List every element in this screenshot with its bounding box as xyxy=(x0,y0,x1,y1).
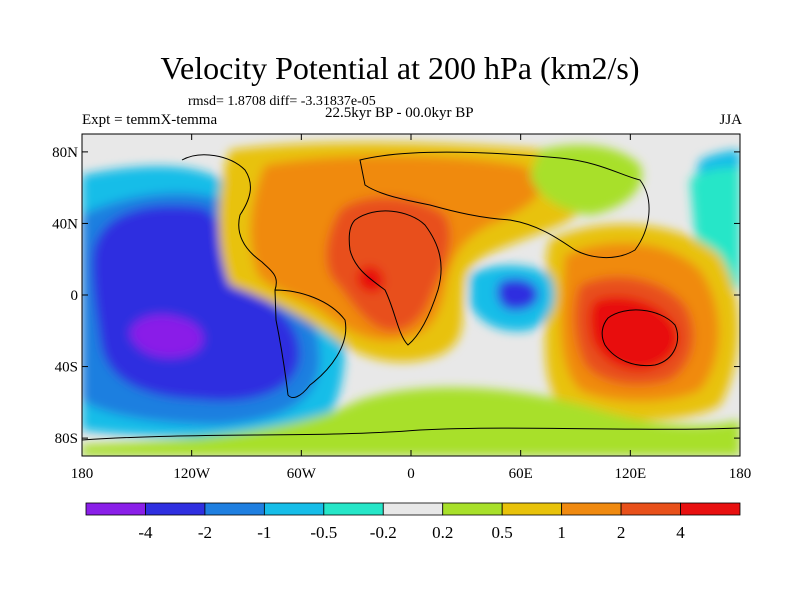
contour-field xyxy=(82,134,740,456)
colorbar-label: 0.2 xyxy=(432,523,453,542)
contour-pos-max-indopacific xyxy=(589,296,679,371)
longitude-axis: 180 120W 60W 0 60E 120E 180 xyxy=(71,134,752,482)
lat-tick-label: 80N xyxy=(52,145,78,161)
contour-neg-4 xyxy=(130,314,204,358)
colorbar-label: -1 xyxy=(257,523,271,542)
colorbar-swatch xyxy=(85,502,146,516)
africa-coast xyxy=(348,210,442,346)
eurasia-coast xyxy=(359,151,650,259)
lon-tick-label: 120W xyxy=(173,466,211,482)
lon-tick-label: 0 xyxy=(407,466,415,482)
colorbar-swatch xyxy=(263,502,325,516)
colorbar-label: 4 xyxy=(676,523,685,542)
latitude-axis: 80N 40N 0 40S 80S xyxy=(52,145,740,447)
lon-tick-label: 60E xyxy=(509,466,533,482)
lat-tick-label: 0 xyxy=(71,288,79,304)
contour-pos-05-north xyxy=(530,145,642,215)
plot-title: Velocity Potential at 200 hPa (km2/s) xyxy=(160,50,640,86)
lon-tick-label: 180 xyxy=(71,466,94,482)
south-america-coast xyxy=(274,289,347,398)
colorbar-label: -4 xyxy=(138,523,153,542)
colorbar-swatch xyxy=(382,502,444,516)
contour-neg-02-east xyxy=(690,167,740,290)
lon-tick-label: 180 xyxy=(729,466,752,482)
period-label: 22.5kyr BP - 00.0kyr BP xyxy=(325,105,474,121)
colorbar-swatch xyxy=(561,502,622,516)
lat-tick-label: 80S xyxy=(55,431,78,447)
experiment-label: Expt = temmX-temma xyxy=(82,112,218,128)
colorbar: -4 -2 -1 -0.5 -0.2 0.2 0.5 1 2 4 xyxy=(85,502,741,542)
colorbar-label: 1 xyxy=(557,523,566,542)
contour-neg-2 xyxy=(92,205,300,402)
colorbar-swatch xyxy=(680,502,741,516)
contour-pos-4 xyxy=(326,197,451,332)
colorbar-swatch xyxy=(442,502,503,516)
lat-tick-label: 40S xyxy=(55,360,78,376)
colorbar-label: -0.5 xyxy=(310,523,337,542)
north-america-coast xyxy=(181,154,277,291)
season-label: JJA xyxy=(719,112,742,128)
coastlines xyxy=(82,151,740,441)
colorbar-swatch xyxy=(501,502,563,516)
contour-neg-2-indian xyxy=(497,278,539,311)
lon-tick-label: 120E xyxy=(614,466,646,482)
colorbar-swatch xyxy=(323,502,384,516)
colorbar-swatch xyxy=(620,502,681,516)
colorbar-label: 2 xyxy=(617,523,626,542)
colorbar-swatch xyxy=(204,502,265,516)
colorbar-label: 0.5 xyxy=(492,523,513,542)
stats-line: rmsd= 1.8708 diff= -3.31837e-05 xyxy=(188,94,376,109)
colorbar-label: -0.2 xyxy=(370,523,397,542)
antarctica-coast xyxy=(82,427,740,441)
colorbar-swatch xyxy=(145,502,206,516)
australia-coast xyxy=(601,309,679,367)
contour-pos-05-south xyxy=(82,387,740,456)
lon-tick-label: 60W xyxy=(287,466,317,482)
lat-tick-label: 40N xyxy=(52,216,78,232)
colorbar-label: -2 xyxy=(198,523,212,542)
